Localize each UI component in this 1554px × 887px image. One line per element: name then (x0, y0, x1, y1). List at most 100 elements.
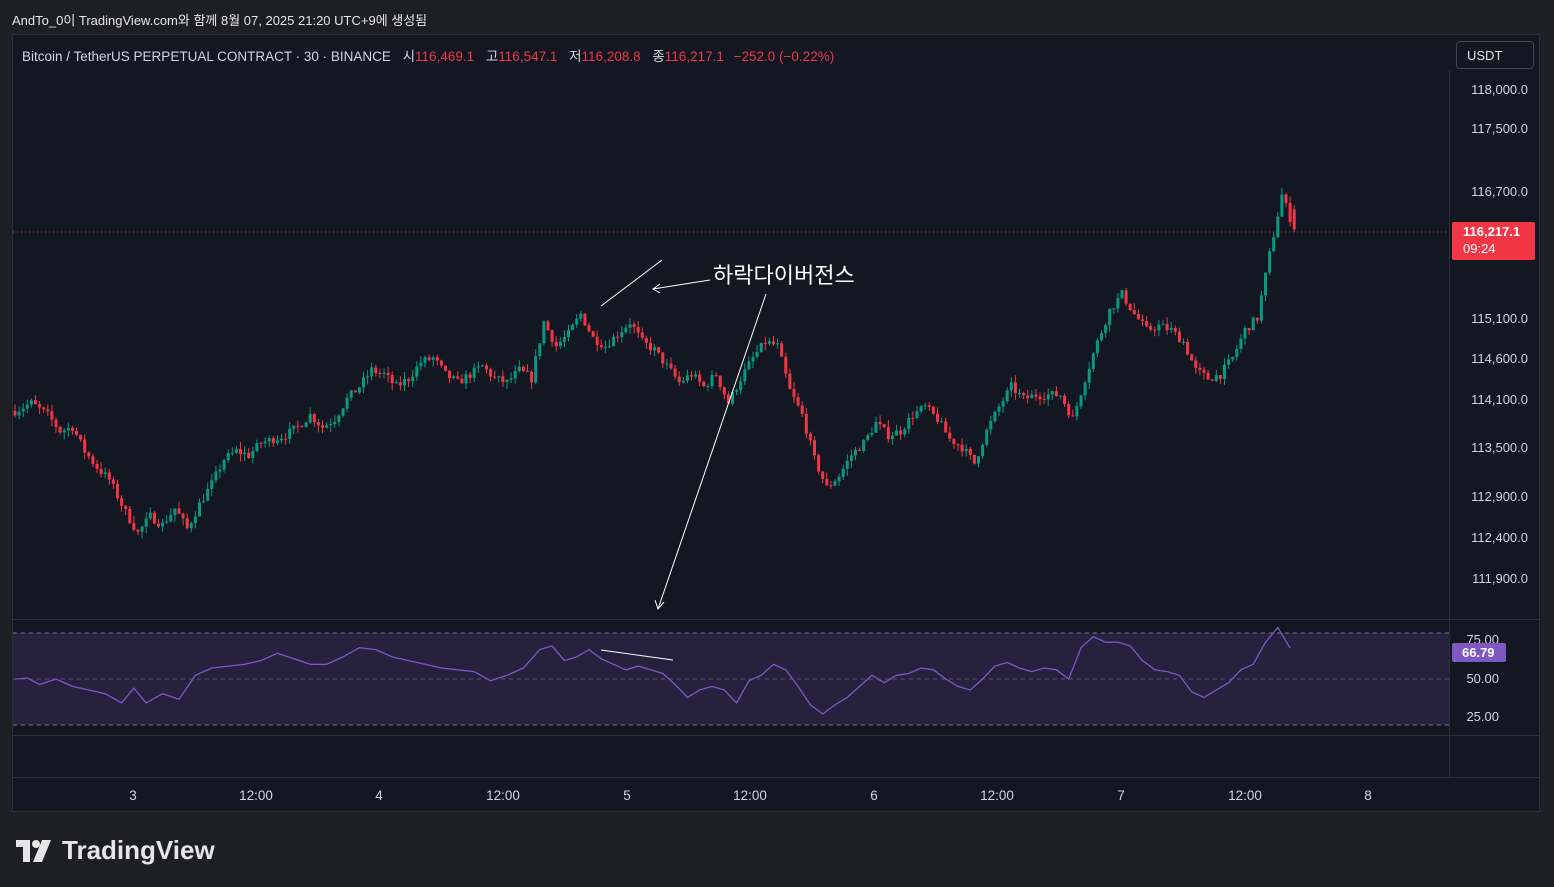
candle-body (755, 351, 759, 357)
candle-body (964, 448, 968, 452)
time-axis[interactable]: 3 12:00 4 12:00 5 12:00 6 12:00 7 12:00 … (129, 788, 1372, 803)
candle-body (722, 387, 726, 395)
candle-body (411, 376, 415, 382)
candle-body (997, 406, 1001, 412)
candle-body (1009, 382, 1013, 391)
rsi-value: 66.79 (1462, 645, 1495, 660)
time-tick: 12:00 (980, 788, 1014, 803)
candle-body (419, 362, 423, 367)
time-tick: 12:00 (1228, 788, 1262, 803)
candle-body (54, 419, 58, 427)
candle-body (513, 371, 517, 379)
candle-body (993, 411, 997, 422)
rsi-divergence-line[interactable] (600, 649, 674, 661)
candle-body (530, 371, 534, 383)
candle-body (370, 367, 374, 377)
rsi-tick: 25.00 (1466, 709, 1499, 724)
currency-button[interactable]: USDT (1456, 41, 1534, 69)
candle-body (542, 321, 546, 344)
candle-body (669, 363, 673, 369)
candle-body (202, 500, 206, 503)
candle-body (640, 332, 644, 338)
candle-body (1132, 310, 1136, 314)
candle-body (981, 445, 985, 457)
candle-body (403, 379, 406, 386)
price-tick: 112,400.0 (1471, 530, 1528, 545)
price-axis[interactable]: 118,000.0 117,500.0 116,700.0 115,100.0 … (1471, 82, 1528, 586)
candle-body (813, 440, 816, 456)
candle-body (280, 438, 283, 441)
price-pane[interactable] (13, 70, 1449, 619)
candle-body (341, 408, 345, 416)
price-divergence-line[interactable] (600, 259, 663, 307)
symbol-legend[interactable]: Bitcoin / TetherUS PERPETUAL CONTRACT · … (22, 45, 834, 65)
candle-body (296, 425, 300, 427)
candle-body (1190, 354, 1194, 361)
price-tick: 113,500.0 (1471, 440, 1528, 455)
candle-body (1018, 392, 1021, 394)
candle-body (1079, 395, 1083, 407)
candle-body (927, 405, 931, 407)
candle-body (75, 430, 78, 435)
candle-body (985, 429, 989, 446)
close-label: 종 (652, 49, 665, 64)
candle-body (325, 425, 329, 428)
candle-body (42, 407, 46, 410)
candle-body (239, 449, 242, 455)
candle-body (99, 468, 103, 474)
candle-body (1149, 326, 1153, 330)
candle-body (534, 356, 538, 383)
candle-body (948, 432, 952, 439)
candle-body (866, 434, 870, 441)
candle-body (218, 469, 222, 472)
candle-body (1001, 401, 1005, 407)
candle-body (1177, 331, 1181, 343)
candle-body (423, 357, 427, 363)
candle-body (1095, 340, 1099, 354)
candle-body (1005, 390, 1009, 402)
candle-body (386, 372, 390, 376)
candle-body (1284, 194, 1288, 203)
candle-body (665, 363, 669, 365)
candle-body (1022, 392, 1026, 396)
candle-body (1214, 375, 1218, 381)
candle-body (25, 404, 29, 409)
candle-body (554, 342, 558, 347)
candle-body (1243, 328, 1247, 339)
tradingview-logo[interactable]: TradingView (16, 835, 215, 866)
candle-body (83, 439, 87, 453)
price-tick: 114,600.0 (1471, 351, 1528, 366)
candle-body (808, 433, 812, 441)
candle-body (29, 400, 33, 405)
annotation-arrow-down[interactable] (657, 293, 767, 610)
candle-body (1050, 391, 1054, 395)
candle-body (612, 336, 616, 347)
candle-body (919, 406, 923, 412)
candle-body (685, 375, 689, 381)
candle-body (1071, 415, 1075, 417)
candle-body (472, 367, 476, 378)
candle-body (931, 406, 935, 414)
candle-body (923, 405, 927, 407)
candle-body (91, 456, 95, 464)
candle-body (234, 449, 238, 453)
candle-body (710, 375, 714, 387)
candle-body (247, 452, 251, 458)
candle-body (521, 366, 525, 372)
candle-body (1165, 324, 1169, 331)
candle-body (1292, 209, 1296, 230)
candle-body (575, 318, 579, 325)
divergence-annotation[interactable]: 하락다이버전스 (713, 263, 855, 288)
candle-body (505, 379, 509, 383)
candle-body (50, 411, 54, 420)
candle-body (804, 413, 808, 434)
candle-body (444, 365, 447, 371)
candle-body (632, 324, 636, 328)
candle-body (718, 375, 722, 388)
candle-body (398, 382, 402, 386)
annotation-arrow-top[interactable] (652, 279, 711, 290)
time-tick: 5 (623, 788, 631, 803)
candle-body (353, 390, 357, 393)
candle-body (292, 425, 296, 429)
